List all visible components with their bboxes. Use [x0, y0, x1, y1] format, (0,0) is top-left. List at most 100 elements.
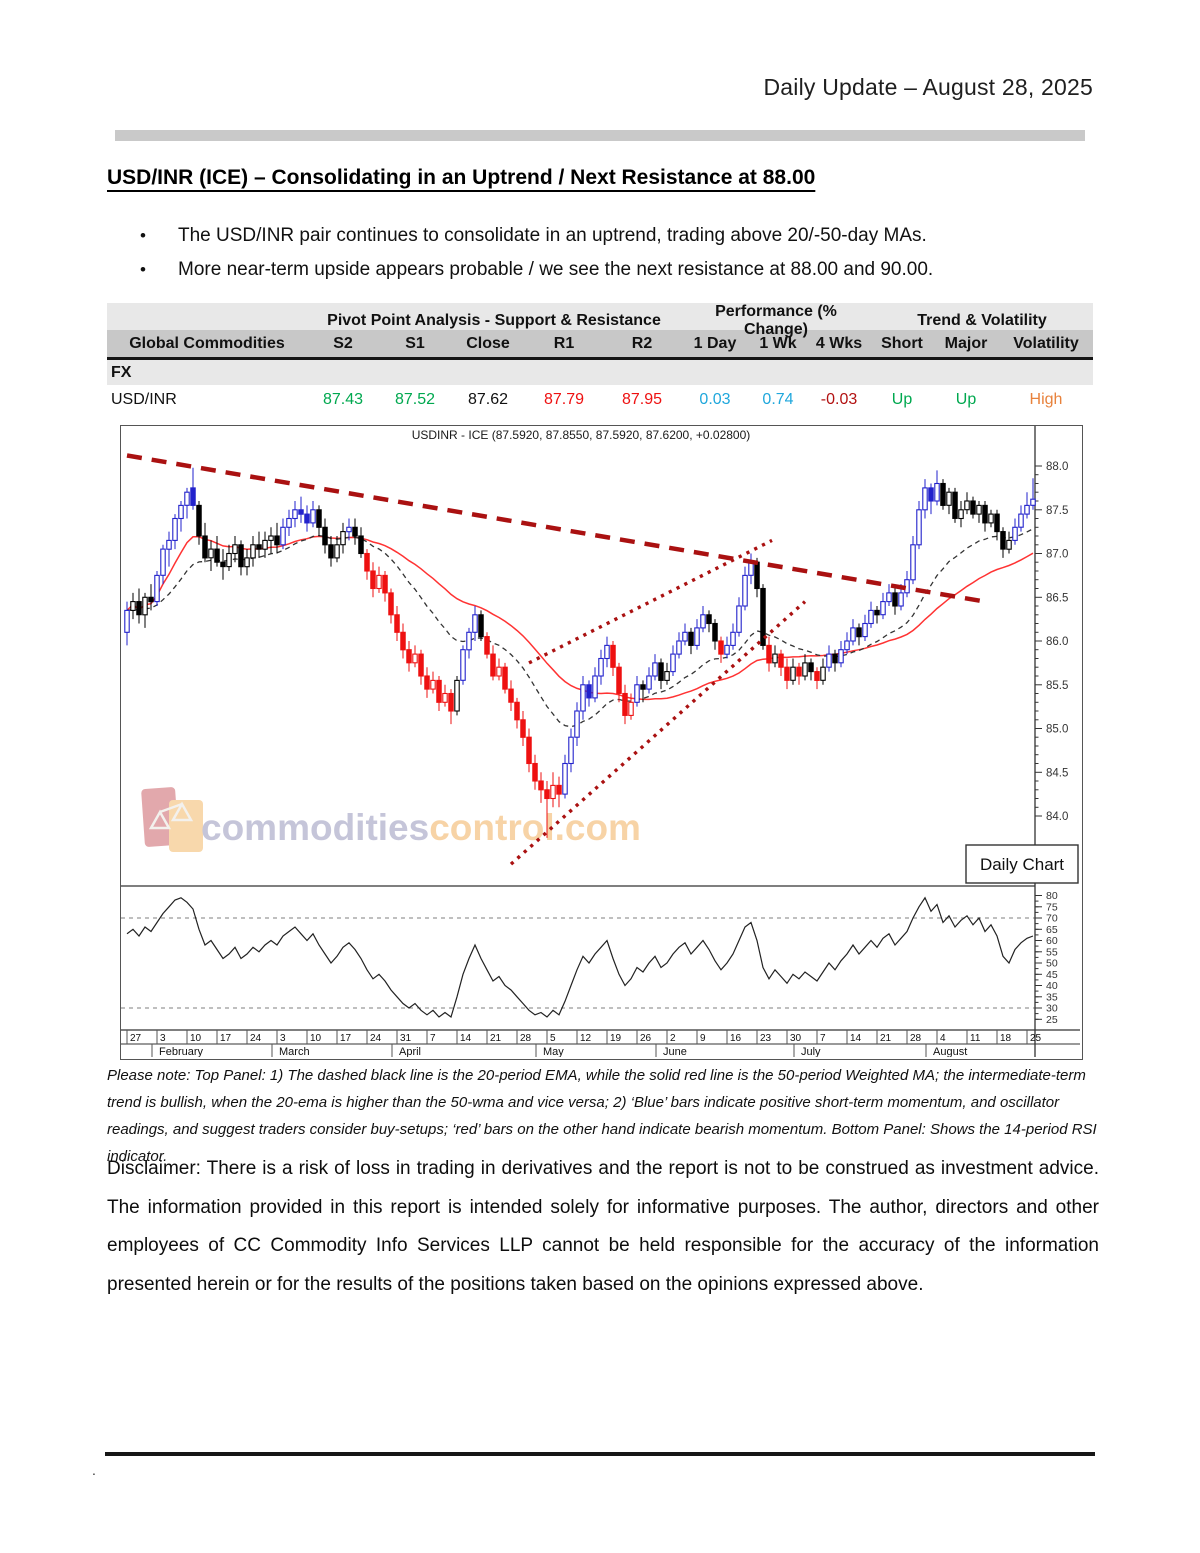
svg-text:February: February: [159, 1046, 204, 1057]
section-title: USD/INR (ICE) – Consolidating in an Uptr…: [107, 166, 816, 189]
chart-footnote: Please note: Top Panel: 1) The dashed bl…: [107, 1067, 1097, 1165]
bullet-text: The USD/INR pair continues to consolidat…: [178, 225, 927, 246]
svg-text:75: 75: [1046, 901, 1058, 913]
svg-text:31: 31: [400, 1033, 412, 1044]
cell-s2: 87.43: [322, 390, 364, 408]
cell-1day: 0.03: [699, 390, 731, 408]
candles: [124, 467, 1036, 838]
footer-rule: [105, 1452, 1095, 1456]
svg-text:August: August: [933, 1046, 967, 1057]
cell-r2: 87.95: [621, 390, 663, 408]
bullet-item: • The USD/INR pair continues to consolid…: [138, 219, 1078, 253]
svg-text:17: 17: [340, 1033, 352, 1044]
col-close: Close: [466, 334, 510, 352]
svg-text:14: 14: [460, 1033, 472, 1044]
table-column-header-row: Global Commodities S2 S1 Close R1 R2 1 D…: [107, 330, 1093, 360]
col-1wk: 1 Wk: [759, 334, 797, 352]
svg-text:45: 45: [1046, 969, 1058, 981]
svg-text:10: 10: [190, 1033, 202, 1044]
svg-text:65: 65: [1046, 924, 1058, 936]
cell-volatility: High: [1029, 390, 1063, 408]
cell-major-trend: Up: [955, 390, 977, 408]
watermark-logo: commoditiescontrol.com: [141, 787, 641, 852]
daily-chart-label: Daily Chart: [965, 844, 1079, 884]
bullet-item: • More near-term upside appears probable…: [138, 253, 1078, 287]
svg-text:55: 55: [1046, 946, 1058, 958]
svg-text:87.5: 87.5: [1046, 505, 1068, 517]
wma50-line: [126, 535, 1034, 701]
svg-text:July: July: [801, 1046, 821, 1057]
svg-text:28: 28: [910, 1033, 922, 1044]
svg-text:5: 5: [550, 1033, 556, 1044]
col-s1: S1: [405, 334, 425, 352]
cell-instrument: USD/INR: [111, 390, 177, 408]
group-header-performance: Performance (% Change): [715, 303, 837, 338]
footer-dot: .: [92, 1462, 96, 1478]
svg-text:86.0: 86.0: [1046, 636, 1068, 648]
svg-text:40: 40: [1046, 980, 1058, 992]
col-short: Short: [881, 334, 923, 352]
bullet-icon: •: [140, 260, 146, 279]
svg-text:24: 24: [370, 1033, 382, 1044]
svg-text:70: 70: [1046, 913, 1058, 925]
cell-s1: 87.52: [394, 390, 436, 408]
col-global-commodities: Global Commodities: [129, 334, 285, 352]
table-row-usdinr: USD/INR 87.43 87.52 87.62 87.79 87.95 0.…: [107, 385, 1093, 414]
chart-svg: commoditiescontrol.com 88.0 87.5 87.0 86.5 86…: [121, 426, 1080, 1058]
svg-text:87.0: 87.0: [1046, 549, 1068, 561]
svg-text:7: 7: [820, 1033, 826, 1044]
svg-text:2: 2: [670, 1033, 676, 1044]
table-section-row-fx: FX: [107, 360, 1093, 385]
svg-text:35: 35: [1046, 991, 1058, 1003]
svg-text:88.0: 88.0: [1046, 461, 1068, 473]
cell-4wks: -0.03: [820, 390, 858, 408]
svg-text:27: 27: [130, 1033, 142, 1044]
svg-text:14: 14: [850, 1033, 862, 1044]
col-s2: S2: [333, 334, 353, 352]
svg-text:23: 23: [760, 1033, 772, 1044]
svg-text:19: 19: [610, 1033, 622, 1044]
svg-text:50: 50: [1046, 958, 1058, 970]
bullet-list: • The USD/INR pair continues to consolid…: [138, 219, 1078, 287]
svg-text:28: 28: [520, 1033, 532, 1044]
svg-text:3: 3: [280, 1033, 286, 1044]
bullet-icon: •: [140, 226, 146, 245]
col-4wks: 4 Wks: [815, 334, 863, 352]
ema20-line: [126, 528, 1034, 728]
svg-text:April: April: [399, 1046, 421, 1057]
price-chart: commoditiescontrol.com 88.0 87.5 87.0 86.5 86…: [120, 425, 1083, 1060]
svg-text:March: March: [279, 1046, 310, 1057]
svg-text:85.0: 85.0: [1046, 724, 1068, 736]
svg-text:commoditiescontrol.com: commoditiescontrol.com: [201, 807, 641, 848]
group-header-trend: Trend & Volatility: [917, 312, 1047, 329]
page-title: Daily Update – August 28, 2025: [763, 74, 1093, 100]
svg-text:24: 24: [250, 1033, 262, 1044]
svg-text:80: 80: [1046, 890, 1058, 902]
col-1day: 1 Day: [693, 334, 737, 352]
svg-text:26: 26: [640, 1033, 652, 1044]
col-major: Major: [944, 334, 988, 352]
svg-text:7: 7: [430, 1033, 436, 1044]
svg-text:June: June: [663, 1046, 687, 1057]
disclaimer-text: Disclaimer: There is a risk of loss in t…: [107, 1158, 1099, 1295]
svg-text:May: May: [543, 1046, 564, 1057]
svg-text:11: 11: [970, 1033, 981, 1044]
pivot-point-table: Pivot Point Analysis - Support & Resista…: [107, 303, 1093, 414]
svg-text:30: 30: [1046, 1003, 1058, 1015]
svg-text:10: 10: [310, 1033, 322, 1044]
cell-close: 87.62: [467, 390, 509, 408]
svg-text:21: 21: [880, 1033, 892, 1044]
header-divider-bar: [115, 130, 1085, 141]
svg-text:16: 16: [730, 1033, 742, 1044]
col-r2: R2: [631, 334, 653, 352]
svg-text:60: 60: [1046, 935, 1058, 947]
col-volatility: Volatility: [1013, 334, 1079, 352]
chart-title: USDINR - ICE (87.5920, 87.8550, 87.5920,…: [412, 428, 751, 442]
col-r1: R1: [553, 334, 575, 352]
svg-text:3: 3: [160, 1033, 166, 1044]
cell-r1: 87.79: [543, 390, 585, 408]
svg-text:21: 21: [490, 1033, 502, 1044]
svg-text:25: 25: [1046, 1014, 1058, 1026]
svg-text:84.0: 84.0: [1046, 811, 1068, 823]
